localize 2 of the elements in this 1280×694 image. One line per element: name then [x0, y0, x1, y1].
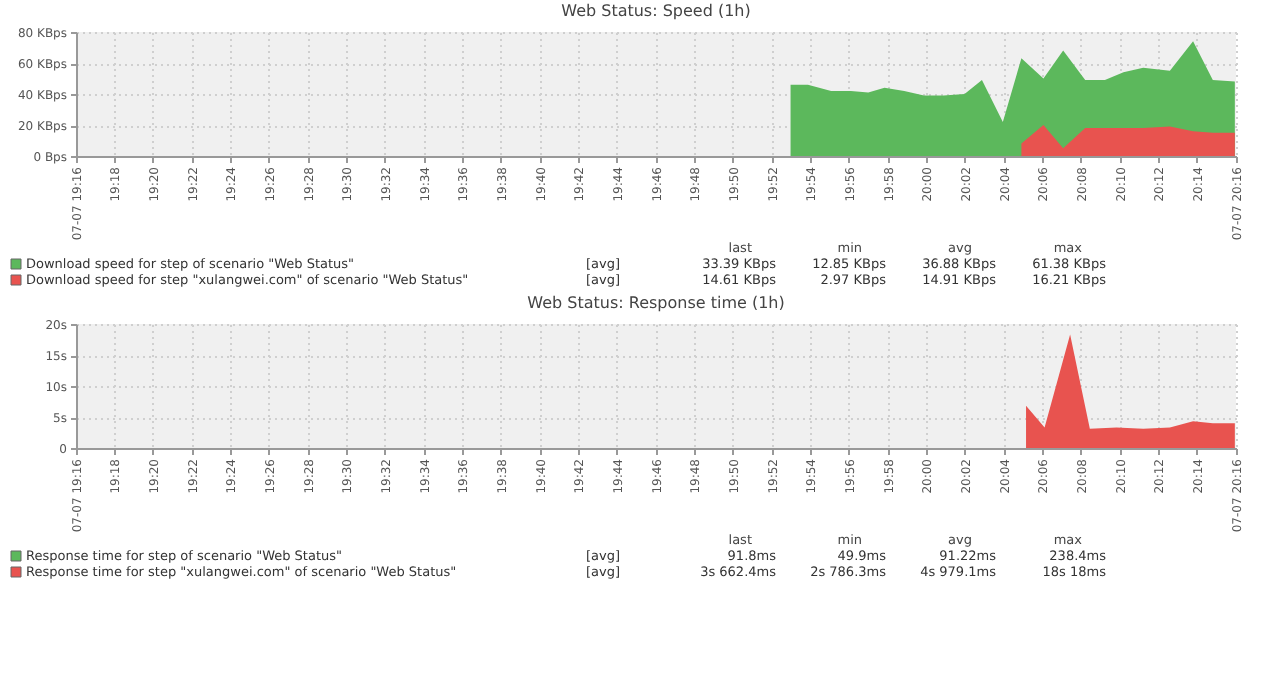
chart-title: Web Status: Response time (1h) — [527, 294, 785, 312]
chart-title: Web Status: Speed (1h) — [561, 2, 751, 20]
